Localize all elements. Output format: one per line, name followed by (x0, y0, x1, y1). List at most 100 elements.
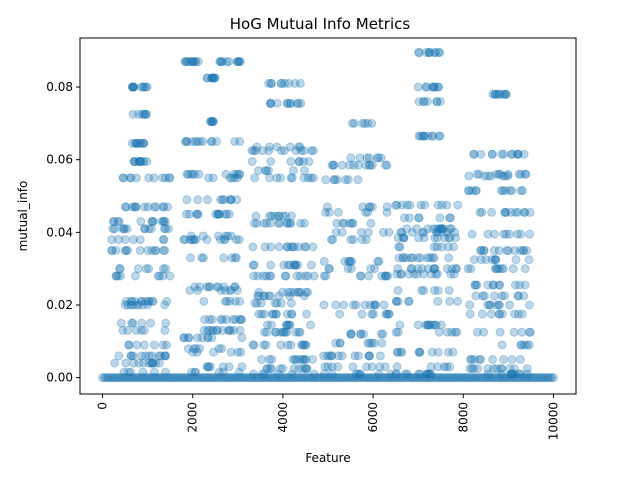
data-point (186, 235, 196, 245)
data-point (337, 227, 347, 237)
data-point (262, 373, 272, 383)
data-point (250, 298, 260, 308)
data-point (121, 358, 131, 368)
data-point (479, 327, 489, 337)
data-point (130, 202, 140, 212)
data-point (190, 282, 200, 292)
data-point (181, 373, 191, 383)
data-point (216, 57, 226, 67)
data-point (249, 340, 259, 350)
data-point (353, 351, 363, 361)
data-point (128, 82, 138, 92)
data-point (437, 242, 447, 252)
data-point (332, 218, 342, 228)
data-point (264, 291, 274, 301)
data-point (345, 256, 355, 266)
data-point (219, 253, 229, 263)
data-point (397, 347, 407, 357)
data-point (236, 373, 246, 383)
data-point (360, 118, 370, 128)
data-point (147, 358, 157, 368)
data-point (364, 351, 374, 361)
data-point (330, 373, 340, 383)
data-point (120, 300, 130, 310)
data-point (127, 82, 137, 92)
data-point (512, 373, 522, 383)
data-point (400, 369, 410, 379)
data-point (321, 207, 331, 217)
data-point (347, 118, 357, 128)
data-point (474, 354, 484, 364)
data-point (197, 333, 207, 343)
data-point (158, 340, 168, 350)
data-point (494, 280, 504, 290)
data-point (335, 338, 345, 348)
data-point (513, 291, 523, 301)
data-point (111, 271, 121, 281)
data-point (177, 373, 187, 383)
data-point (378, 329, 388, 339)
data-point (310, 373, 320, 383)
data-point (469, 149, 479, 159)
data-point (159, 224, 169, 234)
data-point (379, 300, 389, 310)
data-point (170, 373, 180, 383)
data-point (206, 373, 216, 383)
data-point (141, 296, 151, 306)
data-point (337, 351, 347, 361)
data-point (286, 340, 296, 350)
data-point (402, 200, 412, 210)
data-point (123, 325, 133, 335)
data-point (525, 207, 535, 217)
data-point (207, 137, 217, 147)
data-point (203, 362, 213, 372)
data-point (205, 362, 215, 372)
data-point (398, 233, 408, 243)
data-point (487, 373, 497, 383)
data-point (394, 242, 404, 252)
data-point (348, 362, 358, 372)
data-point (439, 362, 449, 372)
data-point (509, 327, 519, 337)
data-point (208, 117, 218, 127)
data-point (483, 364, 493, 374)
data-point (488, 89, 498, 99)
data-point (383, 271, 393, 281)
data-point (191, 373, 201, 383)
data-point (515, 354, 525, 364)
data-point (132, 373, 142, 383)
data-point (421, 82, 431, 92)
data-point (233, 57, 243, 67)
data-point (129, 358, 138, 368)
data-point (480, 171, 490, 181)
data-point (356, 271, 366, 281)
data-point (195, 137, 205, 147)
data-point (199, 373, 209, 383)
data-point (192, 333, 202, 343)
data-point (218, 57, 228, 67)
data-point (194, 169, 204, 179)
data-point (226, 195, 236, 205)
data-point (404, 373, 414, 383)
data-point (110, 224, 120, 234)
data-point (222, 373, 232, 383)
data-point (144, 373, 154, 383)
data-point (339, 218, 349, 228)
data-point (516, 229, 526, 239)
data-point (234, 235, 244, 245)
data-point (428, 131, 438, 141)
data-point (316, 373, 326, 383)
data-point (490, 89, 500, 99)
data-point (301, 287, 311, 297)
data-point (285, 98, 295, 108)
data-point (150, 246, 160, 256)
data-point (472, 280, 482, 290)
data-point (273, 369, 283, 379)
data-point (479, 291, 489, 301)
data-point (160, 351, 170, 361)
data-point (381, 271, 391, 281)
data-point (396, 269, 406, 279)
data-point (469, 373, 479, 383)
data-point (143, 373, 153, 383)
data-point (497, 369, 507, 379)
